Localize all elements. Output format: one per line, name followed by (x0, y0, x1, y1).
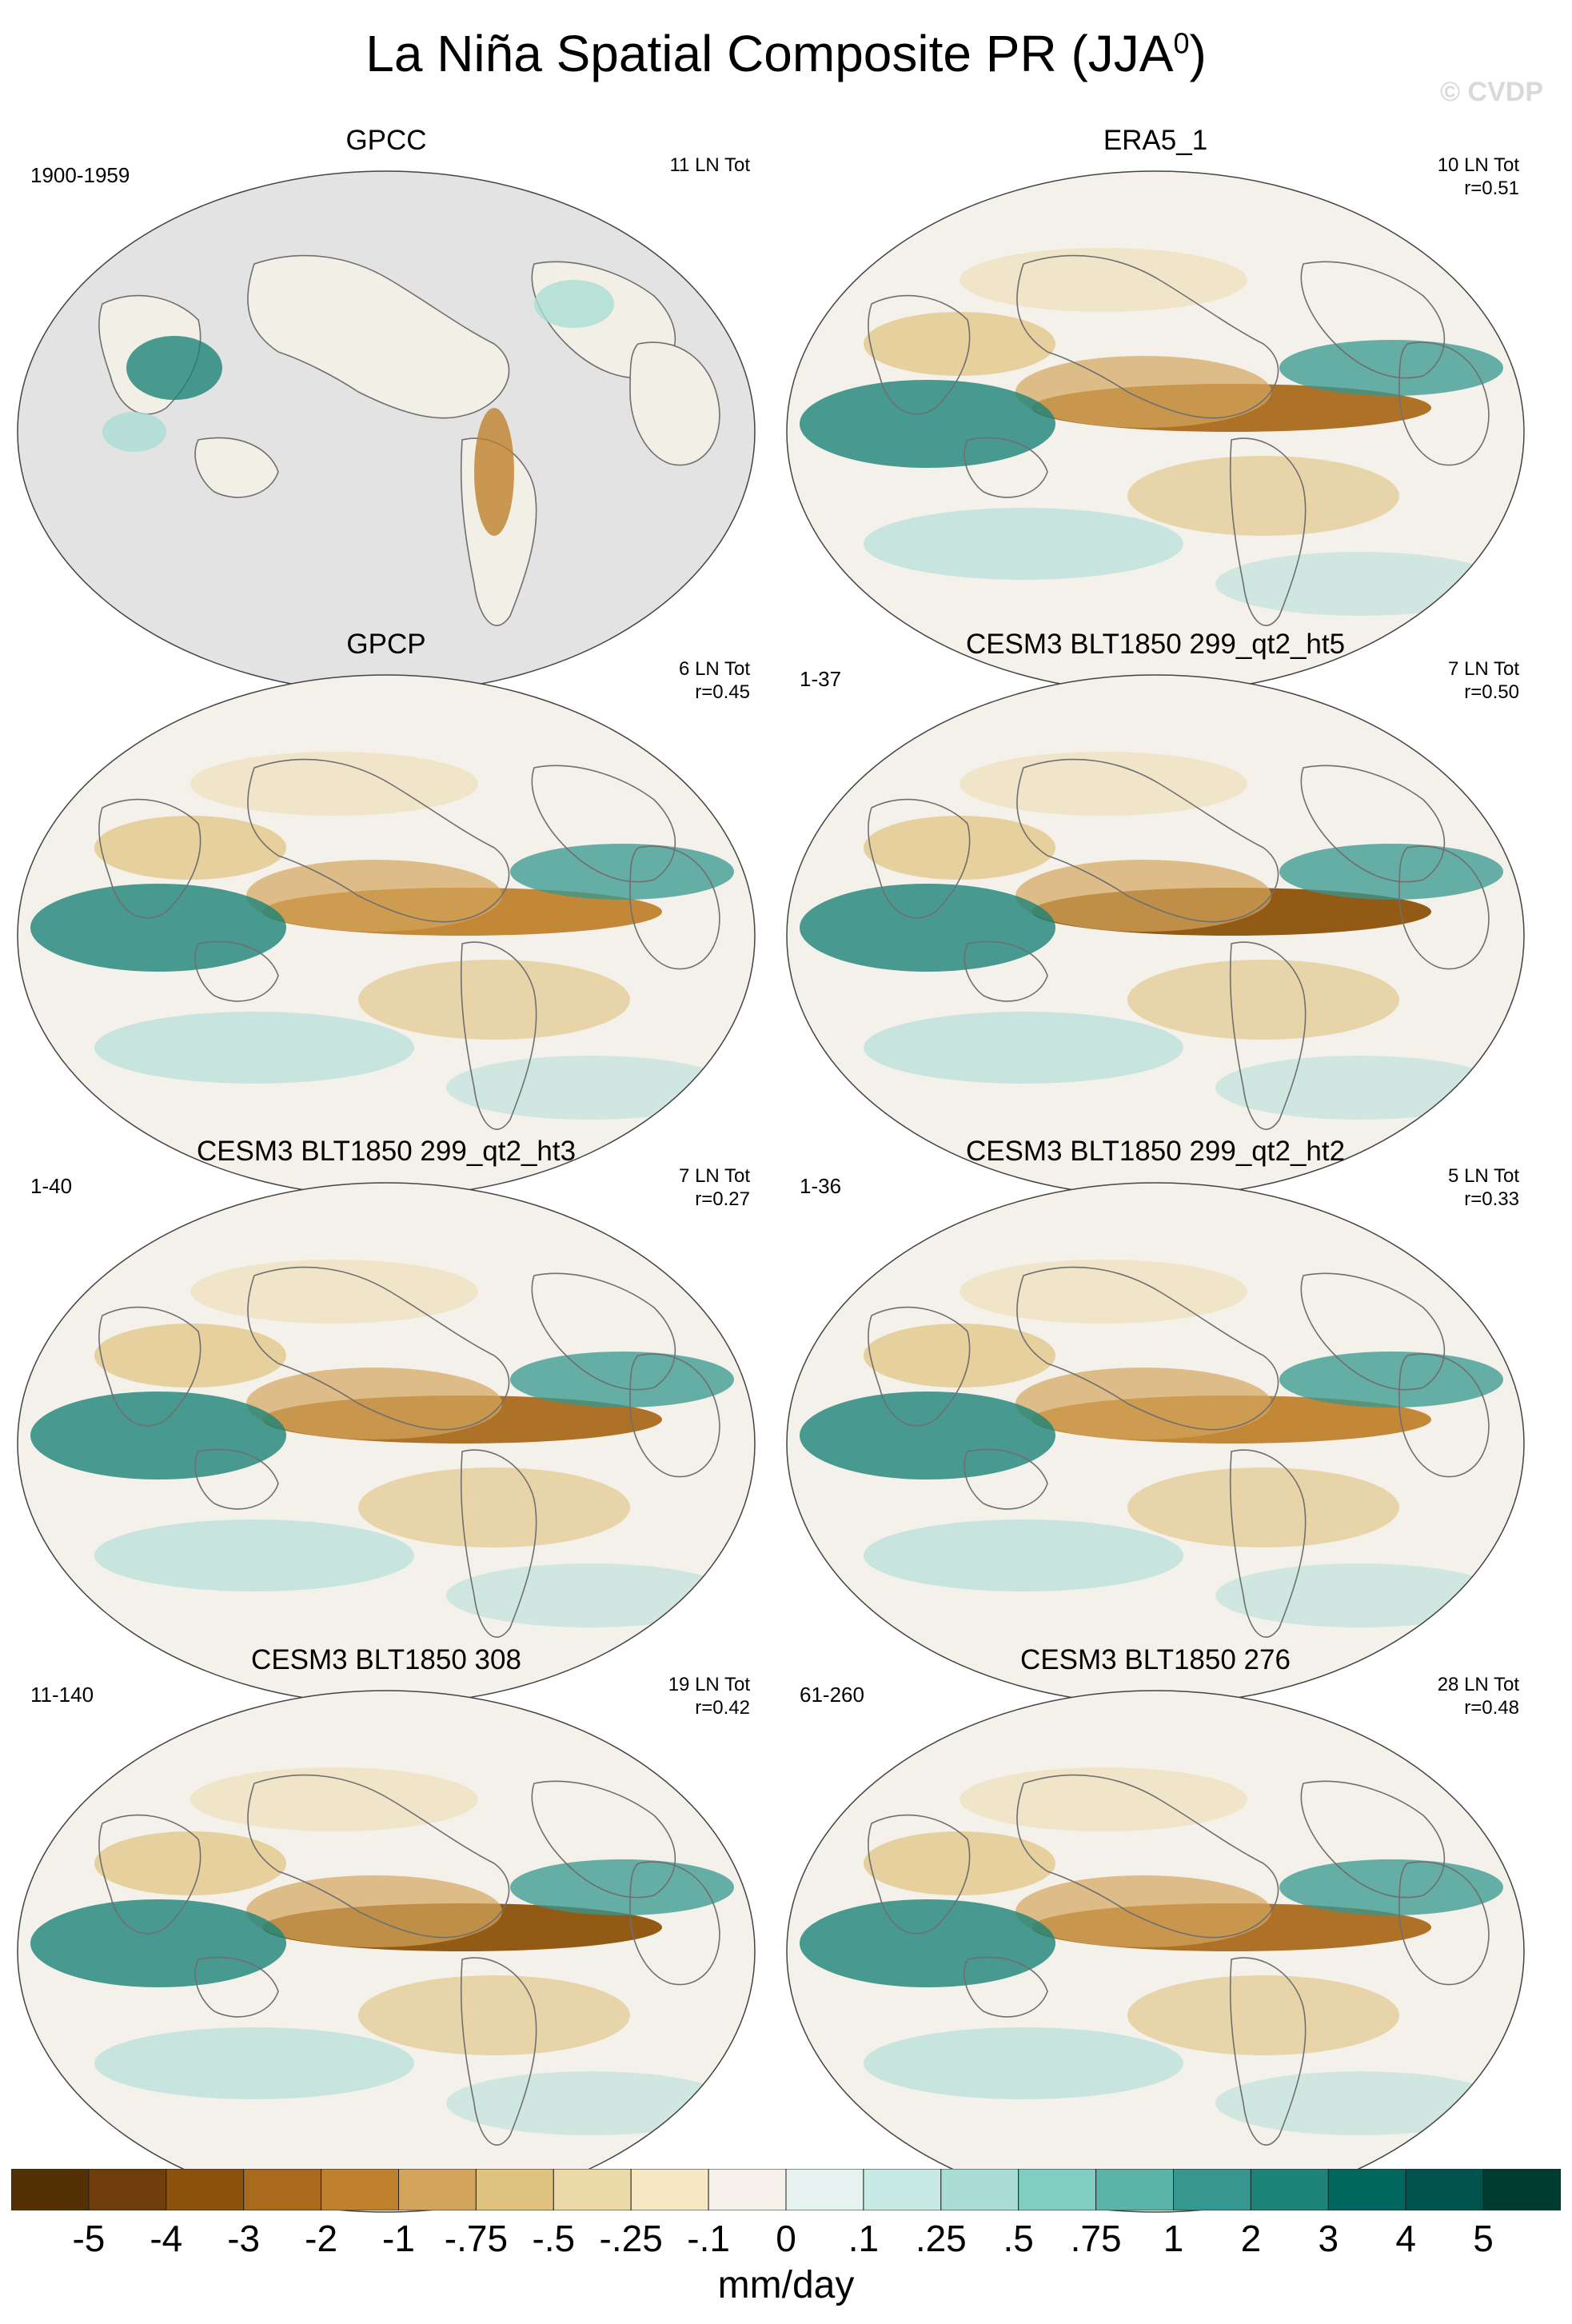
event-count: 7 LN Tot (1448, 658, 1519, 680)
panel-stats-label: 5 LN Tot r=0.33 (1367, 1164, 1519, 1211)
pattern-correlation: r=0.45 (695, 681, 750, 703)
event-count: 5 LN Tot (1448, 1165, 1519, 1187)
event-count: 7 LN Tot (679, 1165, 750, 1187)
colorbar-bin (708, 2169, 787, 2210)
panel-title: GPCC (345, 125, 427, 156)
colorbar-tick-label: 3 (1318, 2218, 1339, 2259)
pattern-correlation: r=0.42 (695, 1697, 750, 1719)
colorbar-tick-label: -4 (150, 2218, 183, 2259)
panel-title: CESM3 BLT1850 308 (251, 1644, 521, 1675)
event-count: 10 LN Tot (1437, 154, 1519, 176)
colorbar-bin (1405, 2169, 1484, 2210)
event-count: 19 LN Tot (668, 1674, 750, 1695)
colorbar-bin (1250, 2169, 1329, 2210)
panel-period-label: 1-36 (800, 1174, 842, 1198)
colorbar-bin (553, 2169, 632, 2210)
panel-period-label: 1-37 (800, 667, 842, 691)
precip-map (17, 170, 756, 693)
pattern-correlation: r=0.48 (1464, 1697, 1519, 1719)
colorbar-tick-label: .25 (915, 2218, 967, 2259)
pattern-correlation: r=0.50 (1464, 681, 1519, 703)
panel-period-label: 1900-1959 (30, 163, 130, 187)
colorbar-tick-label: -.1 (687, 2218, 730, 2259)
colorbar-tick-label: 0 (776, 2218, 796, 2259)
pattern-correlation: r=0.33 (1464, 1188, 1519, 1210)
colorbar (11, 2169, 1561, 2210)
panel-stats-label: 28 LN Tot r=0.48 (1367, 1673, 1519, 1719)
pattern-correlation: r=0.51 (1464, 178, 1519, 199)
precip-map (786, 674, 1525, 1197)
panel-period-label: 61-260 (800, 1683, 864, 1707)
colorbar-units: mm/day (717, 2264, 855, 2306)
panel-title: CESM3 BLT1850 299_qt2_ht2 (965, 1136, 1346, 1167)
colorbar-bin (88, 2169, 167, 2210)
colorbar-tick-label: .75 (1070, 2218, 1122, 2259)
colorbar-bin (630, 2169, 709, 2210)
colorbar-bin (1173, 2169, 1251, 2210)
panel-period-label: 1-40 (30, 1174, 73, 1198)
colorbar-bin (785, 2169, 864, 2210)
panel-period-label: 11-140 (30, 1683, 94, 1707)
colorbar-tick-label: -3 (227, 2218, 261, 2259)
panel-title: CESM3 BLT1850 276 (1020, 1644, 1291, 1675)
panel-title: GPCP (346, 629, 426, 660)
colorbar-tick-label: -.5 (532, 2218, 576, 2259)
panel-stats-label: 11 LN Tot (598, 154, 750, 177)
colorbar-bin (321, 2169, 400, 2210)
panel-title: ERA5_1 (1103, 125, 1208, 156)
colorbar-tick-label: .5 (1003, 2218, 1034, 2259)
colorbar-bin (243, 2169, 322, 2210)
colorbar-bin (11, 2169, 90, 2210)
event-count: 28 LN Tot (1437, 1674, 1519, 1695)
panel-stats-label: 6 LN Tot r=0.45 (598, 657, 750, 704)
precip-map (786, 1690, 1525, 2213)
colorbar-bin (1482, 2169, 1561, 2210)
colorbar-bin (475, 2169, 554, 2210)
panel-title: CESM3 BLT1850 299_qt2_ht5 (965, 629, 1346, 660)
colorbar-bin (1018, 2169, 1097, 2210)
colorbar-tick-label: 2 (1240, 2218, 1262, 2259)
event-count: 11 LN Tot (669, 154, 750, 176)
colorbar-tick-label: -5 (72, 2218, 106, 2259)
colorbar-tick-label: -.75 (444, 2218, 509, 2259)
precip-map (17, 1690, 756, 2213)
colorbar-tick-label: 5 (1473, 2218, 1494, 2259)
colorbar-tick-label: -1 (382, 2218, 415, 2259)
watermark: © CVDP (1440, 77, 1543, 107)
precip-map (786, 1182, 1525, 1705)
colorbar-bin (863, 2169, 942, 2210)
colorbar-tick-label: 4 (1395, 2218, 1416, 2259)
colorbar-tick-label: 1 (1163, 2218, 1184, 2259)
pattern-correlation: r=0.27 (695, 1188, 750, 1210)
colorbar-bin (1327, 2169, 1406, 2210)
panel-stats-label: 7 LN Tot r=0.50 (1367, 657, 1519, 704)
panel-stats-label: 19 LN Tot r=0.42 (598, 1673, 750, 1719)
colorbar-tick-label: -2 (305, 2218, 338, 2259)
colorbar-tick-label: -.25 (599, 2218, 663, 2259)
colorbar-bin (166, 2169, 245, 2210)
panel-stats-label: 10 LN Tot r=0.51 (1367, 154, 1519, 200)
colorbar-bin (398, 2169, 477, 2210)
figure-title: La Niña Spatial Composite PR (JJA0) (365, 25, 1207, 82)
event-count: 6 LN Tot (679, 658, 750, 680)
colorbar-bin (940, 2169, 1019, 2210)
precip-map (17, 674, 756, 1197)
panel-title: CESM3 BLT1850 299_qt2_ht3 (196, 1136, 577, 1167)
colorbar-bin (1095, 2169, 1174, 2210)
panel-stats-label: 7 LN Tot r=0.27 (598, 1164, 750, 1211)
precip-map (17, 1182, 756, 1705)
precip-map (786, 170, 1525, 693)
colorbar-tick-label: .1 (848, 2218, 880, 2259)
